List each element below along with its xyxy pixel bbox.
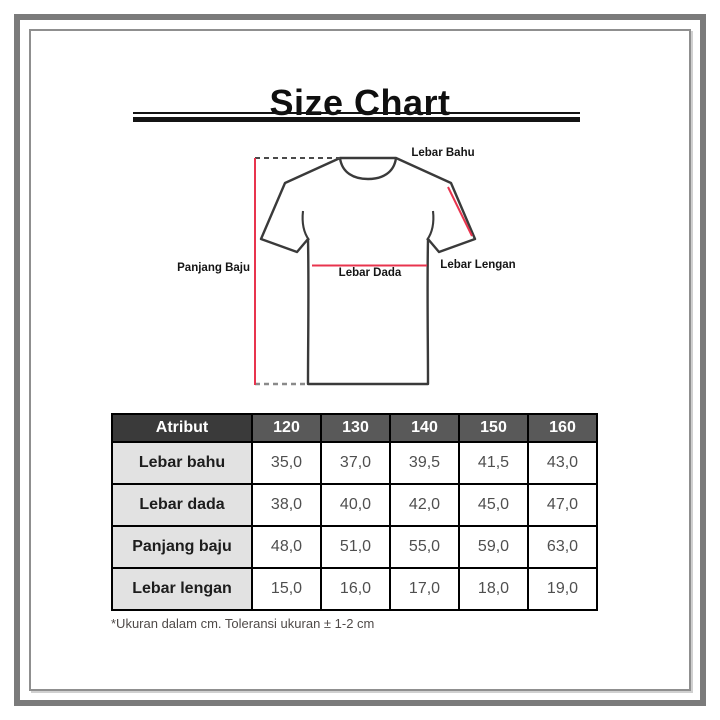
footnote: *Ukuran dalam cm. Toleransi ukuran ± 1-2… [111,616,375,631]
header-cell-size-130: 130 [320,413,391,443]
cell-value: 43,0 [527,441,598,485]
cell-value: 37,0 [320,441,391,485]
size-table-head: Atribut 120 130 140 150 160 [111,413,598,443]
table-row: Lebar lengan 15,0 16,0 17,0 18,0 19,0 [111,567,598,611]
cell-value: 39,5 [389,441,460,485]
row-label: Panjang baju [111,525,253,569]
header-cell-size-120: 120 [251,413,322,443]
table-row: Lebar dada 38,0 40,0 42,0 45,0 47,0 [111,483,598,527]
size-table-body: Lebar bahu 35,0 37,0 39,5 41,5 43,0 Lebar dada… [111,441,598,611]
outer-frame [14,14,706,706]
page-title: Size Chart [269,82,451,124]
cell-value: 40,0 [320,483,391,527]
cell-value: 19,0 [527,567,598,611]
row-label: Lebar bahu [111,441,253,485]
title-divider-thick [133,117,580,122]
size-table: Atribut 120 130 140 150 160 Lebar bahu 35,0 37,… [111,413,598,611]
header-cell-size-150: 150 [458,413,529,443]
cell-value: 51,0 [320,525,391,569]
cell-value: 18,0 [458,567,529,611]
cell-value: 42,0 [389,483,460,527]
header-cell-size-140: 140 [389,413,460,443]
cell-value: 59,0 [458,525,529,569]
cell-value: 63,0 [527,525,598,569]
cell-value: 47,0 [527,483,598,527]
table-row: Panjang baju 48,0 51,0 55,0 59,0 63,0 [111,525,598,569]
cell-value: 35,0 [251,441,322,485]
table-header-row: Atribut 120 130 140 150 160 [111,413,598,443]
title-divider-thin [133,112,580,114]
cell-value: 41,5 [458,441,529,485]
cell-value: 48,0 [251,525,322,569]
row-label: Lebar lengan [111,567,253,611]
inner-frame [29,29,691,691]
cell-value: 55,0 [389,525,460,569]
cell-value: 16,0 [320,567,391,611]
row-label: Lebar dada [111,483,253,527]
cell-value: 38,0 [251,483,322,527]
cell-value: 45,0 [458,483,529,527]
header-cell-atribut: Atribut [111,413,253,443]
cell-value: 17,0 [389,567,460,611]
header-cell-size-160: 160 [527,413,598,443]
table-row: Lebar bahu 35,0 37,0 39,5 41,5 43,0 [111,441,598,485]
cell-value: 15,0 [251,567,322,611]
